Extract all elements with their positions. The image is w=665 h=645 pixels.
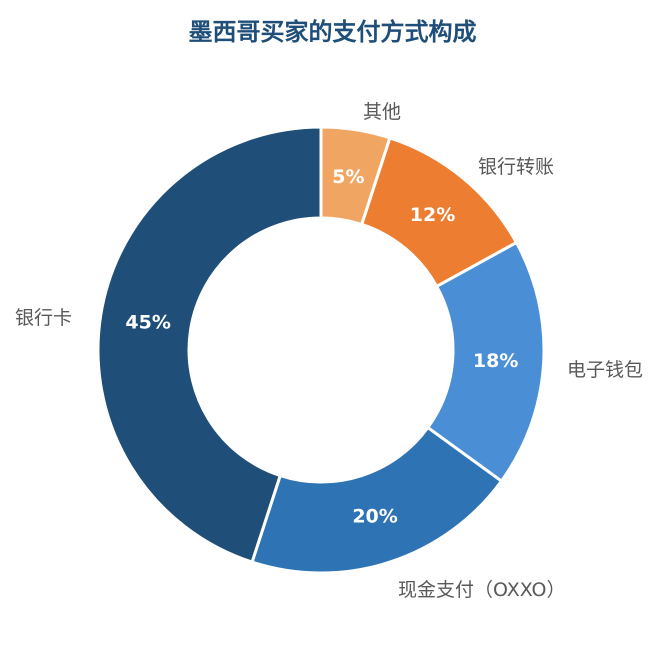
slice-3 [425,240,546,484]
percent-label: 5% [332,166,364,188]
category-label: 现金支付（OXXO） [398,579,566,601]
category-label: 电子钱包 [567,359,643,381]
slices-group [96,125,546,575]
percent-label: 12% [410,204,455,226]
percent-label: 18% [473,350,518,372]
category-label: 银行转账 [478,156,554,178]
percent-labels-group: 5% 12% 18% 20% 45% [125,166,518,527]
percent-label: 45% [125,312,170,334]
category-label: 银行卡 [15,307,72,329]
percent-label: 20% [352,505,397,527]
category-label: 其他 [363,101,401,123]
slice-5 [96,125,323,564]
chart-title: 墨西哥买家的支付方式构成 [188,18,477,46]
slice-4 [250,425,504,575]
